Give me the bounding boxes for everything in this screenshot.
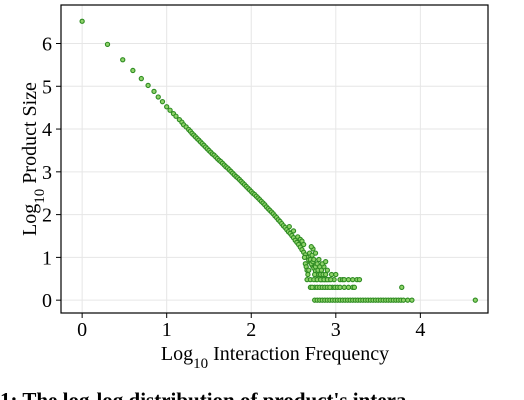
data-point (79, 18, 85, 24)
data-point (311, 256, 317, 263)
axis-ticks: 0 1 2 3 4 0 1 2 3 4 5 6 (42, 34, 425, 342)
data-point (341, 276, 347, 283)
y-tick-label: 6 (42, 34, 52, 56)
data-point (400, 297, 407, 303)
x-tick-label: 0 (77, 319, 87, 341)
y-tick-label: 1 (42, 247, 52, 269)
plot-frame (60, 4, 489, 314)
data-point (312, 271, 318, 278)
data-point (173, 113, 179, 119)
data-point (312, 250, 319, 256)
x-axis-label: Log10 Interaction Frequency (161, 343, 389, 372)
data-point (155, 94, 161, 100)
data-point (337, 284, 343, 290)
data-point (159, 99, 166, 105)
data-point (341, 284, 347, 290)
data-point (345, 284, 352, 290)
figure-caption: 1: The log-log distribution of product's… (0, 388, 407, 400)
x-tick-label: 3 (331, 319, 341, 341)
data-point (145, 82, 151, 89)
data-point (345, 276, 352, 283)
y-tick-label: 0 (42, 290, 52, 312)
data-point (305, 271, 311, 278)
data-point (350, 276, 356, 283)
data-point (328, 271, 335, 278)
data-point (290, 228, 297, 234)
data-point (323, 271, 329, 278)
y-tick-label: 4 (42, 119, 52, 141)
data-point (324, 267, 330, 273)
data-point (409, 297, 415, 303)
data-point (286, 223, 292, 230)
x-tick-label: 1 (162, 319, 172, 341)
data-point (318, 267, 325, 273)
x-tick-label: 2 (246, 319, 256, 341)
y-tick-label: 3 (42, 162, 52, 184)
data-point (167, 107, 173, 113)
data-point (301, 254, 308, 261)
data-point (323, 259, 329, 265)
data-point (333, 271, 339, 278)
data-point (405, 297, 411, 303)
data-point (356, 276, 363, 283)
y-axis-label: Log10 Product Size (19, 82, 48, 236)
data-point (328, 276, 334, 283)
data-point (306, 267, 312, 273)
data-point (327, 284, 333, 290)
data-point (351, 284, 358, 290)
data-point (151, 88, 157, 95)
data-point (120, 57, 126, 63)
data-point (104, 41, 111, 48)
data-point (308, 244, 314, 250)
data-point (316, 256, 322, 263)
x-tick-label: 4 (415, 319, 425, 341)
data-point (130, 67, 136, 74)
data-point (301, 241, 307, 248)
data-point (472, 297, 478, 303)
data-point (399, 284, 405, 290)
y-tick-label: 2 (42, 205, 52, 227)
grid (61, 5, 488, 313)
data-points (79, 18, 478, 303)
data-point (309, 284, 315, 290)
data-point (164, 104, 170, 110)
y-tick-label: 5 (42, 76, 52, 98)
data-point (138, 75, 144, 82)
